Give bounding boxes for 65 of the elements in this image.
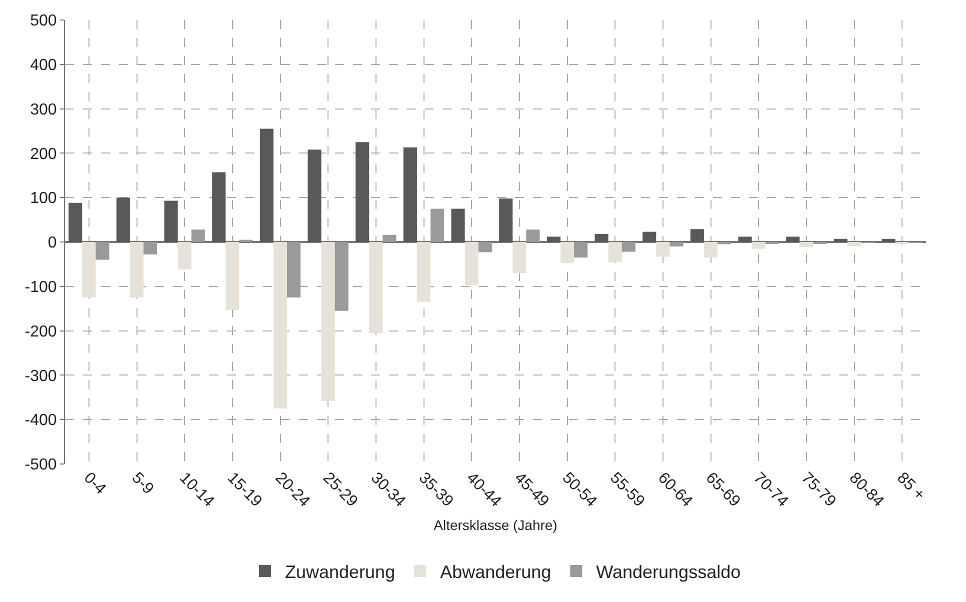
y-tick-label: -200 [24,323,57,340]
bar [308,150,322,242]
y-tick-label: -300 [24,368,57,385]
bar [656,242,670,257]
x-tick-label: 5-9 [128,469,157,498]
bar [191,230,205,242]
bar [430,208,444,242]
y-tick-label: 300 [30,101,57,118]
legend-label: Zuwanderung [285,562,396,582]
bar [178,242,192,270]
y-tick-label: 500 [30,12,57,30]
bar [499,198,513,242]
bar [478,242,492,252]
bar [622,242,636,252]
bar [260,128,274,242]
y-tick-label: -400 [24,412,57,430]
y-tick-label: -500 [24,456,57,474]
bar [526,230,540,242]
x-axis-title: Altersklasse (Jahre) [434,516,558,533]
bar [464,242,478,286]
bar [96,242,110,260]
bar [451,208,465,242]
bar [847,242,862,246]
bar [287,242,301,298]
bar [382,234,396,242]
bar [704,242,718,258]
bar [144,242,158,254]
bar [594,234,608,242]
bar [560,242,574,263]
y-tick-label: -100 [24,279,57,296]
bar [690,229,704,242]
legend-label: Wanderungssaldo [596,562,741,582]
bar [68,202,82,242]
bar [369,242,383,334]
bar [321,242,335,401]
bar [882,238,896,242]
y-tick-label: 200 [30,146,57,163]
bar [416,242,431,302]
bar [738,236,752,242]
bar [164,200,178,242]
bar [512,242,526,274]
bar [546,236,560,242]
bar [752,242,766,249]
bar [273,242,288,408]
bar [116,198,130,242]
legend-label: Abwanderung [440,562,552,582]
bar [130,242,144,298]
bar [334,242,348,311]
bar [670,242,684,246]
bar [642,232,656,242]
bar [574,242,588,258]
x-tick-label: 85 + [894,469,928,504]
bar [608,242,622,262]
x-tick-label: 0-4 [80,469,109,498]
bar [226,242,240,310]
bar [212,172,226,242]
bar [82,242,96,298]
bar [356,142,370,242]
y-tick-label: 0 [48,234,57,252]
bar [403,147,417,242]
y-tick-label: 400 [30,57,57,74]
bar [786,236,800,242]
bar [800,242,814,248]
bar [834,238,848,242]
y-tick-label: 100 [30,190,57,208]
